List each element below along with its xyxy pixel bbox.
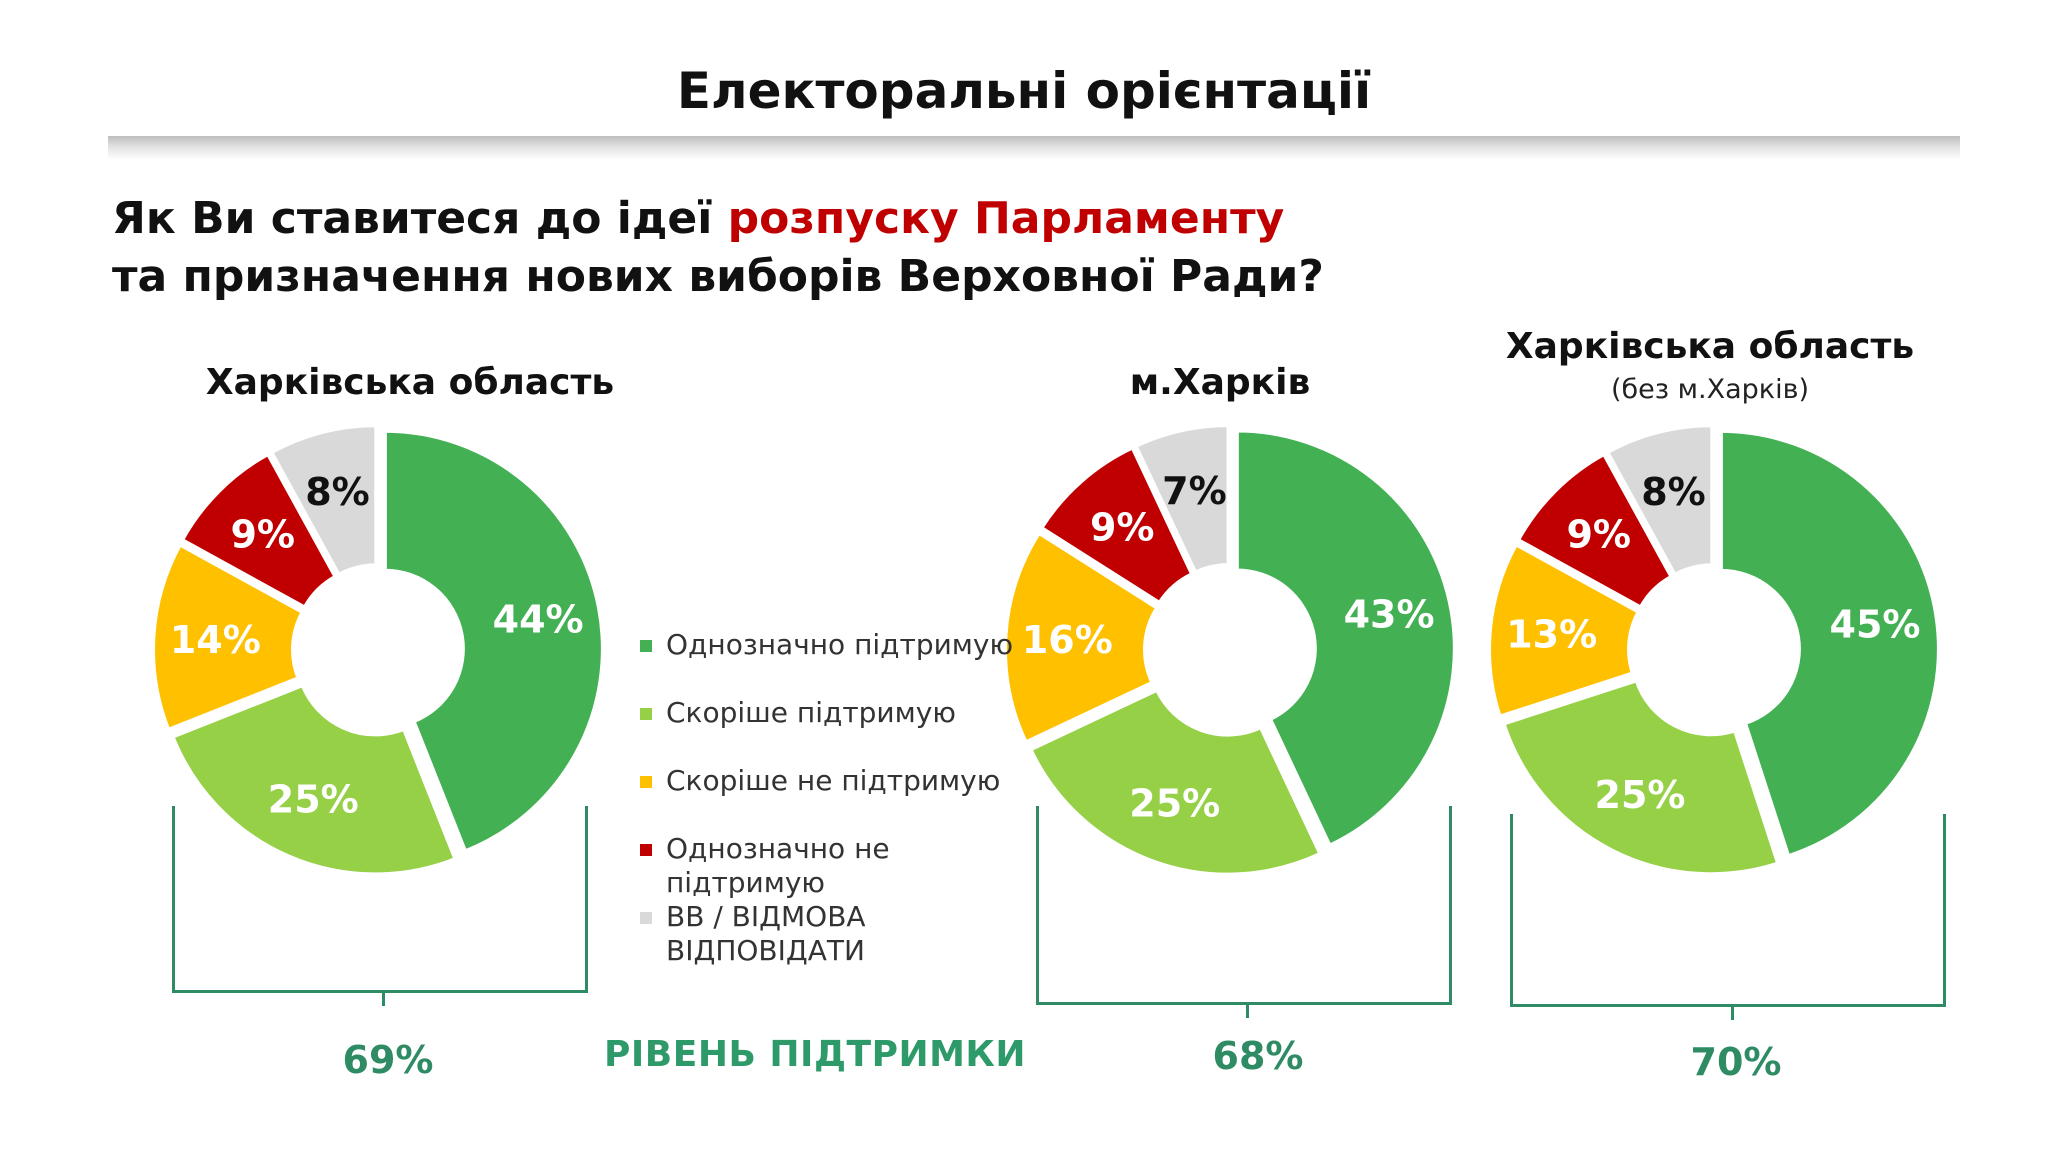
donut-slice-rather-support bbox=[1500, 677, 1781, 877]
data-label-rather-not-support: 16% bbox=[1022, 618, 1113, 662]
question-line1-text: Як Ви ставитеся до ідеї bbox=[112, 193, 728, 244]
legend-swatch bbox=[640, 912, 652, 924]
donut-chart-region-excl-city: 45% 25% 13% 9%8% bbox=[1487, 423, 1941, 877]
question-highlight: розпуску Парламенту bbox=[727, 193, 1285, 244]
data-label-strongly-not-support: 9% bbox=[1090, 506, 1155, 550]
data-label-rather-not-support: 13% bbox=[1506, 613, 1597, 657]
legend-item: Скоріше підтримую bbox=[640, 696, 1030, 730]
support-bracket-city bbox=[1036, 806, 1452, 1005]
data-label-dont-know: 7% bbox=[1162, 469, 1227, 513]
support-bracket-region bbox=[172, 806, 588, 993]
support-total-region-excl-city: 70% bbox=[1690, 1040, 1782, 1084]
data-label-rather-support: 25% bbox=[1595, 773, 1686, 817]
page-title: Електоральні орієнтації bbox=[676, 62, 1372, 120]
support-bracket-tick bbox=[382, 990, 385, 1006]
data-label-strongly-not-support: 9% bbox=[1566, 513, 1631, 557]
data-label-dont-know: 8% bbox=[1641, 470, 1706, 514]
donut-slice-rather-support bbox=[1027, 687, 1324, 877]
data-label-strongly-support: 43% bbox=[1344, 592, 1435, 636]
donut-slice-dont-know bbox=[1604, 423, 1715, 578]
support-bracket-tick bbox=[1731, 1004, 1734, 1020]
support-level-label: РІВЕНЬ ПІДТРИМКИ bbox=[604, 1034, 1026, 1075]
chart-title-region-excl-city: Харківська область bbox=[1505, 326, 1915, 367]
donut-slice-strongly-support bbox=[1718, 428, 1941, 859]
support-total-city: 68% bbox=[1212, 1034, 1304, 1078]
data-label-strongly-not-support: 9% bbox=[230, 513, 295, 557]
donut-slice-rather-not-support bbox=[151, 541, 306, 733]
support-bracket-region-excl-city bbox=[1510, 814, 1946, 1007]
support-bracket-tick bbox=[1246, 1002, 1249, 1018]
survey-question: Як Ви ставитеся до ідеї розпуску Парламе… bbox=[112, 190, 1324, 306]
legend-swatch bbox=[640, 844, 652, 856]
donut-slice-dont-know bbox=[1132, 423, 1231, 576]
data-label-dont-know: 8% bbox=[305, 470, 370, 514]
title-divider bbox=[108, 136, 1960, 160]
legend-item: ВВ / ВІДМОВА ВІДПОВІДАТИ bbox=[640, 900, 916, 968]
data-label-rather-support: 25% bbox=[1129, 781, 1220, 825]
chart-subtitle-region-excl-city: (без м.Харків) bbox=[1610, 374, 1810, 405]
data-label-strongly-support: 44% bbox=[493, 597, 584, 641]
legend-item: Однозначно підтримую bbox=[640, 628, 1030, 662]
data-label-rather-support: 25% bbox=[268, 778, 359, 822]
donut-slice-strongly-not-support bbox=[179, 451, 339, 611]
legend-label: Скоріше підтримую bbox=[666, 696, 956, 729]
legend-swatch bbox=[640, 640, 652, 652]
chart-legend: Однозначно підтримую Скоріше підтримую С… bbox=[640, 628, 1030, 968]
legend-label: Скоріше не підтримую bbox=[666, 764, 1001, 797]
data-label-strongly-support: 45% bbox=[1830, 603, 1921, 647]
chart-title-region: Харківська область bbox=[205, 362, 615, 403]
data-label-rather-not-support: 14% bbox=[170, 618, 261, 662]
donut-slice-strongly-not-support bbox=[1038, 444, 1195, 606]
donut-slice-strongly-not-support bbox=[1515, 451, 1675, 611]
legend-label: ВВ / ВІДМОВА ВІДПОВІДАТИ bbox=[666, 900, 866, 967]
donut-slice-rather-not-support bbox=[1487, 541, 1642, 720]
donut-chart-region: 44% 25% 14% 9%8% bbox=[151, 423, 605, 877]
donut-slice-rather-support bbox=[169, 682, 459, 877]
support-total-region: 69% bbox=[342, 1038, 434, 1082]
donut-slice-rather-not-support bbox=[1003, 529, 1160, 746]
legend-item: Скоріше не підтримую bbox=[640, 764, 1030, 798]
question-line2-text: та призначення нових виборів Верховної Р… bbox=[112, 251, 1324, 302]
donut-chart-city: 43% 25% 16% 9%7% bbox=[1003, 423, 1457, 877]
legend-swatch bbox=[640, 776, 652, 788]
legend-label: Однозначно не підтримую bbox=[666, 832, 890, 899]
legend-label: Однозначно підтримую bbox=[666, 628, 1014, 661]
chart-title-city: м.Харків bbox=[1129, 362, 1311, 403]
legend-swatch bbox=[640, 708, 652, 720]
donut-slice-strongly-support bbox=[1234, 428, 1457, 849]
donut-slice-dont-know bbox=[268, 423, 379, 578]
legend-item: Однозначно не підтримую bbox=[640, 832, 916, 900]
donut-slice-strongly-support bbox=[382, 428, 605, 854]
